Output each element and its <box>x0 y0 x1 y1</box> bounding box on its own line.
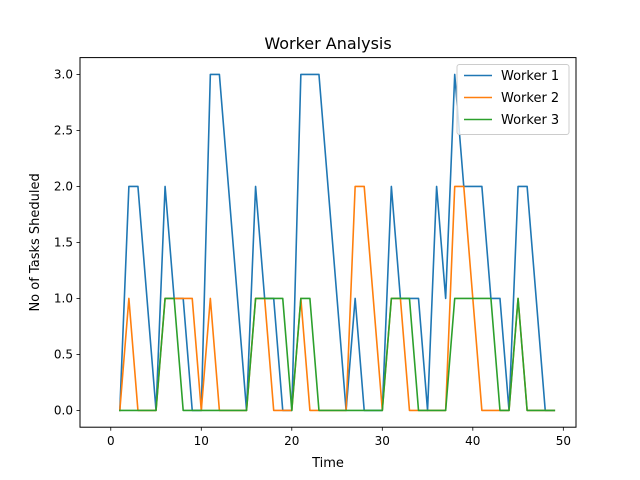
legend: Worker 1 Worker 2 Worker 3 <box>456 64 570 135</box>
x-tick-label: 50 <box>556 434 571 448</box>
y-tick-label: 2.0 <box>54 180 73 194</box>
x-tick-label: 10 <box>194 434 209 448</box>
y-tick-label: 1.5 <box>54 236 73 250</box>
x-axis: 0 10 20 30 40 50 <box>107 427 571 448</box>
legend-label-worker-3: Worker 3 <box>501 113 559 128</box>
x-tick-label: 30 <box>375 434 390 448</box>
legend-label-worker-2: Worker 2 <box>501 91 559 106</box>
y-axis-label: No of Tasks Sheduled <box>28 173 43 311</box>
y-tick-label: 2.5 <box>54 124 73 138</box>
x-tick-label: 20 <box>284 434 299 448</box>
y-tick-label: 0.5 <box>54 348 73 362</box>
x-tick-label: 40 <box>465 434 480 448</box>
y-tick-label: 0.0 <box>54 404 73 418</box>
y-tick-label: 3.0 <box>54 68 73 82</box>
plot-area <box>118 73 556 412</box>
x-axis-label: Time <box>311 456 344 471</box>
x-tick-label: 0 <box>107 434 115 448</box>
legend-box <box>456 64 570 135</box>
series-line-worker-3 <box>119 297 556 412</box>
y-tick-label: 1.0 <box>54 292 73 306</box>
chart-title: Worker Analysis <box>264 34 391 53</box>
legend-label-worker-1: Worker 1 <box>501 69 559 84</box>
y-axis: 0.0 0.5 1.0 1.5 2.0 2.5 3.0 <box>54 68 80 418</box>
